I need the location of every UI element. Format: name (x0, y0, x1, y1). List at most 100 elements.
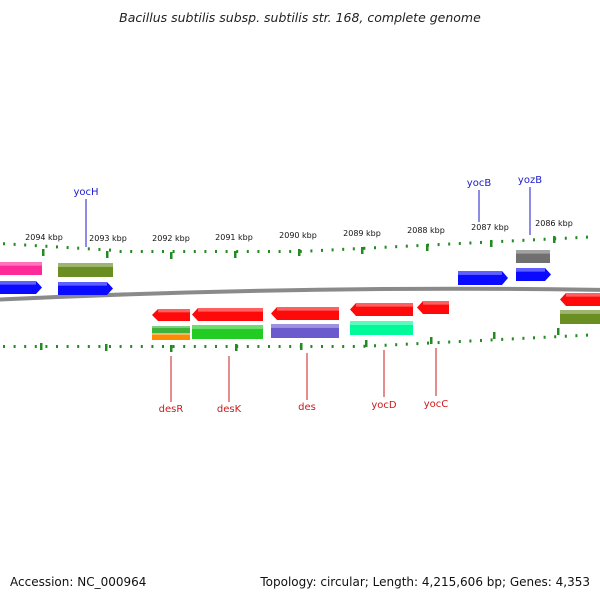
tick-dot-bottom (384, 343, 387, 347)
tick-dot-top (257, 250, 260, 253)
tick-dot-top (140, 250, 143, 253)
tick-major-bottom (430, 337, 433, 344)
tick-marks (3, 235, 588, 352)
gene-label-yocH[interactable]: yocH (73, 187, 98, 198)
tick-dot-top (183, 250, 186, 253)
feature-olive-left[interactable] (58, 263, 113, 277)
kbp-label: 2090 kbp (279, 231, 317, 240)
tick-dot-top (416, 244, 419, 248)
feature-olive-right[interactable] (560, 310, 600, 324)
tick-dot-top (215, 250, 217, 253)
feature-desK-green[interactable] (192, 325, 263, 339)
tick-dot-bottom (331, 345, 334, 348)
gene-label-yozB[interactable]: yozB (518, 175, 542, 186)
feature-desR-red-highlight (158, 309, 190, 313)
gene-label-desK[interactable]: desK (217, 404, 242, 415)
feature-des-red-highlight (277, 307, 339, 311)
genome-title: Bacillus subtilis subsp. subtilis str. 1… (119, 10, 481, 25)
gene-label-yocC[interactable]: yocC (424, 399, 449, 410)
feature-yocH-highlight (58, 282, 107, 286)
tick-dot-top (575, 236, 578, 240)
feature-desK-red[interactable] (192, 308, 263, 321)
tick-dot-top (246, 250, 249, 253)
tick-dot-top (384, 245, 387, 249)
tick-dot-top (66, 246, 69, 250)
tick-dot-top (511, 239, 514, 243)
tick-dot-bottom (289, 345, 292, 348)
tick-dot-top (109, 248, 111, 252)
feature-yocH[interactable] (58, 282, 113, 295)
tick-dot-bottom (278, 345, 281, 348)
feature-des-purple[interactable] (271, 324, 339, 338)
feature-pink[interactable] (0, 262, 42, 275)
kbp-label: 2093 kbp (89, 234, 127, 243)
tick-dot-top (204, 250, 207, 253)
tick-dot-bottom (501, 337, 504, 341)
accession-text: Accession: NC_000964 (10, 575, 147, 589)
feature-yocC-red[interactable] (417, 301, 449, 314)
feature-olive-right-highlight (560, 310, 600, 314)
gene-label-yocB[interactable]: yocB (467, 178, 492, 189)
tick-dot-bottom (310, 345, 313, 348)
tick-dot-bottom (204, 345, 207, 348)
gene-label-desR[interactable]: desR (159, 404, 184, 415)
tick-dot-top (586, 235, 588, 239)
feature-desR-green[interactable] (152, 326, 190, 333)
tick-major-top (106, 251, 109, 258)
tick-dot-top (299, 249, 302, 253)
tick-dot-top (278, 250, 281, 253)
feature-des-red[interactable] (271, 307, 339, 320)
tick-dot-bottom (109, 345, 111, 348)
kbp-label: 2091 kbp (215, 233, 253, 242)
feature-yocD-teal[interactable] (350, 321, 413, 335)
gene-label-des[interactable]: des (298, 402, 316, 413)
tick-major-top (361, 247, 364, 254)
tick-dot-bottom (575, 334, 578, 338)
feature-layer (0, 250, 600, 340)
feature-desR-orange[interactable] (152, 333, 190, 340)
tick-dot-bottom (395, 343, 398, 347)
tick-dot-top (395, 245, 398, 249)
tick-major-top (170, 252, 173, 259)
tick-major-bottom (40, 343, 43, 350)
tick-dot-bottom (24, 345, 27, 348)
feature-desR-red[interactable] (152, 309, 190, 321)
kbp-label: 2094 kbp (25, 233, 63, 242)
tick-dot-bottom (172, 345, 175, 348)
tick-dot-bottom (3, 345, 5, 348)
feature-blue-left[interactable] (0, 281, 42, 294)
tick-dot-top (363, 246, 366, 250)
tick-dot-bottom (543, 335, 546, 339)
feature-yozB[interactable] (516, 268, 551, 281)
feature-red-right[interactable] (560, 293, 600, 306)
tick-major-top (426, 244, 429, 251)
tick-dot-bottom (183, 345, 186, 348)
tick-dot-bottom (98, 345, 101, 348)
label-layer: 2094 kbp 2093 kbp 2092 kbp 2091 kbp 2090 kbp… (25, 175, 573, 415)
tick-dot-top (405, 244, 408, 248)
feature-yocD-red[interactable] (350, 303, 413, 316)
tick-dot-top (374, 246, 376, 250)
genome-backbone (0, 286, 600, 302)
tick-dot-top (3, 242, 5, 246)
feature-olive-left-highlight (58, 263, 113, 267)
tick-dot-top (321, 248, 323, 252)
tick-major-bottom (235, 344, 238, 351)
tick-dot-top (437, 243, 440, 247)
feature-red-right-highlight (566, 293, 600, 297)
tick-major-bottom (557, 328, 560, 335)
tick-dot-top (24, 243, 27, 247)
tick-dot-top (98, 247, 101, 251)
tick-dot-bottom (246, 345, 249, 348)
tick-dot-bottom (77, 345, 80, 348)
feature-gray[interactable] (516, 250, 550, 263)
tick-dot-bottom (437, 341, 440, 345)
tick-dot-bottom (162, 345, 164, 348)
feature-yocB[interactable] (458, 271, 508, 285)
tick-dot-bottom (458, 340, 461, 344)
tick-dot-bottom (45, 345, 48, 348)
feature-blue-left-highlight (0, 281, 36, 285)
tick-dot-top (448, 242, 451, 246)
gene-label-yocD[interactable]: yocD (371, 400, 397, 411)
